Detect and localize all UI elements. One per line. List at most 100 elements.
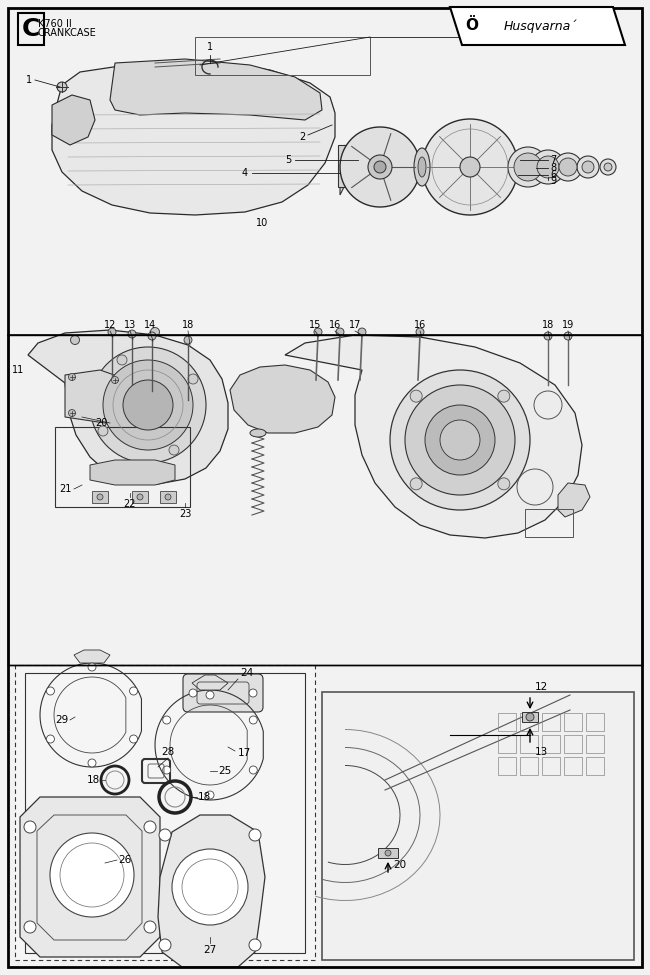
Text: Ö: Ö — [465, 19, 478, 33]
Circle shape — [460, 157, 480, 177]
Bar — [55, 427, 190, 507]
Circle shape — [336, 328, 344, 336]
Circle shape — [249, 829, 261, 841]
Circle shape — [250, 716, 257, 724]
Bar — [525, 509, 573, 537]
Text: 10: 10 — [256, 218, 268, 228]
Text: 24: 24 — [240, 668, 254, 678]
Circle shape — [250, 766, 257, 774]
Circle shape — [159, 829, 171, 841]
Bar — [498, 757, 516, 775]
Bar — [195, 37, 370, 75]
Polygon shape — [52, 63, 335, 215]
Circle shape — [416, 328, 424, 336]
Circle shape — [112, 376, 118, 383]
Circle shape — [88, 759, 96, 767]
Circle shape — [508, 147, 548, 187]
Circle shape — [249, 689, 257, 697]
Circle shape — [57, 82, 67, 92]
Bar — [132, 491, 148, 503]
Bar — [520, 735, 538, 753]
Circle shape — [137, 494, 143, 500]
Circle shape — [514, 153, 542, 181]
Circle shape — [144, 921, 156, 933]
Circle shape — [24, 921, 36, 933]
Bar — [160, 491, 176, 503]
Circle shape — [422, 119, 518, 215]
Polygon shape — [230, 365, 335, 433]
Text: 17: 17 — [349, 320, 361, 330]
Circle shape — [151, 328, 159, 336]
Circle shape — [97, 494, 103, 500]
Circle shape — [148, 332, 156, 340]
Ellipse shape — [414, 148, 430, 186]
Bar — [498, 735, 516, 753]
Circle shape — [46, 687, 55, 695]
Polygon shape — [450, 7, 625, 45]
Polygon shape — [558, 483, 590, 517]
Text: 2: 2 — [299, 132, 305, 142]
Text: 18: 18 — [542, 320, 554, 330]
Polygon shape — [65, 370, 122, 423]
Text: 7: 7 — [550, 155, 556, 165]
Bar — [8, 335, 642, 665]
Polygon shape — [28, 330, 228, 484]
Circle shape — [410, 478, 422, 489]
Text: C: C — [22, 17, 40, 41]
Text: 29: 29 — [55, 715, 68, 725]
Text: 25: 25 — [218, 766, 231, 776]
Circle shape — [249, 939, 261, 951]
Circle shape — [129, 687, 138, 695]
Circle shape — [88, 663, 96, 671]
Circle shape — [600, 159, 616, 175]
Circle shape — [440, 420, 480, 460]
Text: 3: 3 — [565, 33, 571, 43]
Circle shape — [128, 330, 136, 338]
Circle shape — [544, 332, 552, 340]
Circle shape — [189, 689, 197, 697]
Bar — [542, 757, 560, 775]
Text: 15: 15 — [309, 320, 321, 330]
Circle shape — [162, 766, 171, 774]
Bar — [542, 713, 560, 731]
Text: 23: 23 — [179, 509, 191, 519]
Circle shape — [410, 390, 422, 402]
Circle shape — [405, 385, 515, 495]
Polygon shape — [285, 335, 582, 538]
Circle shape — [144, 821, 156, 833]
Circle shape — [117, 355, 127, 365]
Text: 17: 17 — [238, 748, 252, 758]
Text: 4: 4 — [242, 168, 248, 178]
Circle shape — [50, 833, 134, 917]
Circle shape — [172, 849, 248, 925]
Bar — [92, 491, 108, 503]
Bar — [378, 848, 398, 858]
Circle shape — [123, 380, 173, 430]
Circle shape — [559, 158, 577, 176]
Text: 13: 13 — [124, 320, 136, 330]
Text: 13: 13 — [535, 747, 548, 757]
Polygon shape — [90, 460, 175, 485]
Text: 1: 1 — [26, 75, 32, 85]
FancyBboxPatch shape — [183, 674, 263, 712]
Polygon shape — [158, 815, 265, 967]
Text: K760 II: K760 II — [38, 19, 72, 29]
Bar — [586, 735, 604, 753]
Bar — [564, 713, 582, 731]
Text: 6: 6 — [550, 170, 556, 180]
Text: 9: 9 — [550, 176, 556, 186]
Circle shape — [206, 791, 214, 799]
Bar — [25, 673, 305, 953]
Text: 12: 12 — [104, 320, 116, 330]
Circle shape — [498, 478, 510, 489]
Bar — [338, 145, 348, 187]
Circle shape — [159, 939, 171, 951]
Circle shape — [314, 328, 322, 336]
Ellipse shape — [250, 429, 266, 437]
Circle shape — [531, 150, 565, 184]
Circle shape — [385, 850, 391, 856]
Circle shape — [165, 494, 171, 500]
Text: 18: 18 — [198, 792, 211, 802]
Text: 1: 1 — [207, 42, 213, 52]
Circle shape — [98, 426, 108, 436]
